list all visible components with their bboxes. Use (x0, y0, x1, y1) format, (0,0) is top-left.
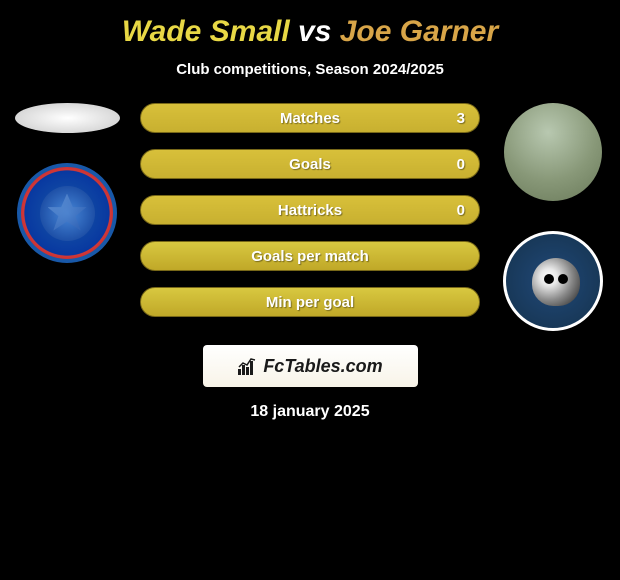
player1-name: Wade Small (122, 15, 290, 48)
player2-photo (504, 103, 602, 201)
stat-label: Matches (280, 110, 340, 127)
stat-value-right: 0 (457, 202, 465, 219)
stat-bar-goals: Goals 0 (140, 149, 480, 179)
player1-photo (15, 103, 120, 133)
stat-label: Min per goal (266, 294, 354, 311)
aldershot-emblem-icon (40, 186, 95, 241)
player1-club-logo (17, 163, 117, 263)
fctables-logo-icon (237, 357, 257, 375)
page-title: Wade Small vs Joe Garner (122, 15, 498, 49)
stat-bar-matches: Matches 3 (140, 103, 480, 133)
comparison-infographic: Wade Small vs Joe Garner Club competitio… (0, 0, 620, 431)
stat-label: Goals (289, 156, 331, 173)
stat-value-right: 3 (457, 110, 465, 127)
stat-bar-goals-per-match: Goals per match (140, 241, 480, 271)
brand-badge: FcTables.com (203, 345, 418, 387)
player2-club-logo (503, 231, 603, 331)
stat-value-right: 0 (457, 156, 465, 173)
stat-bar-min-per-goal: Min per goal (140, 287, 480, 317)
stats-area: Matches 3 Goals 0 Hattricks 0 Goals per … (0, 103, 620, 331)
stat-label: Hattricks (278, 202, 342, 219)
stat-bars: Matches 3 Goals 0 Hattricks 0 Goals per … (140, 103, 480, 317)
player2-name: Joe Garner (340, 15, 498, 48)
date-text: 18 january 2025 (250, 403, 369, 421)
stat-bar-hattricks: Hattricks 0 (140, 195, 480, 225)
right-column (498, 103, 608, 331)
left-column (12, 103, 122, 263)
title-vs: vs (290, 15, 340, 48)
stat-label: Goals per match (251, 248, 369, 265)
subtitle: Club competitions, Season 2024/2025 (176, 61, 444, 78)
brand-text: FcTables.com (263, 356, 382, 377)
